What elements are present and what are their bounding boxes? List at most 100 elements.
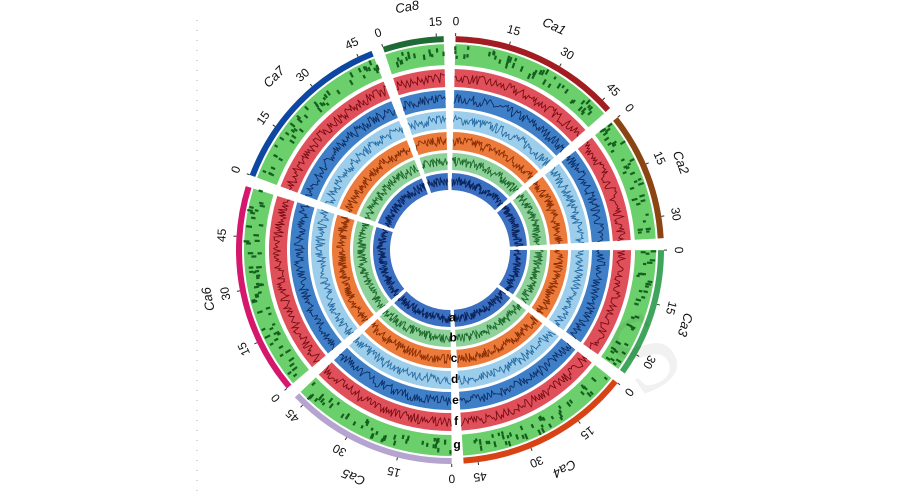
track-g-mark [289, 122, 296, 128]
tick-label: 15 [254, 108, 273, 127]
track-g-mark [292, 373, 298, 378]
track-a-signal [427, 176, 449, 188]
guide-dot [196, 120, 198, 121]
track-g-mark [645, 227, 651, 231]
track-g-mark [645, 282, 652, 286]
track-g-mark [621, 351, 627, 355]
track-g-mark [289, 362, 295, 368]
track-g-mark [321, 101, 326, 106]
track-g-mark [635, 202, 641, 206]
track-e-segment [453, 90, 570, 156]
track-f-segment [460, 351, 592, 431]
tick-mark [617, 114, 621, 118]
tick-label: 0 [373, 25, 384, 40]
track-c-signal [452, 137, 534, 180]
track-a-signal [501, 205, 524, 247]
track-c-signal [415, 136, 447, 151]
track-g-mark [287, 370, 292, 376]
tick-mark [559, 63, 562, 67]
track-g-mark [323, 93, 328, 99]
track-g-mark [586, 104, 592, 109]
guide-dot [196, 490, 198, 491]
track-g-mark [314, 397, 319, 403]
guide-dot [196, 450, 198, 451]
track-d-signal [324, 126, 404, 204]
track-g-mark [599, 128, 605, 134]
guide-dot [196, 420, 198, 421]
track-d-segment [544, 163, 589, 244]
tick-label: 30 [668, 206, 684, 222]
track-g-mark [381, 435, 386, 442]
track-g-mark [540, 427, 546, 434]
track-g-mark [271, 322, 276, 327]
track-g-mark [607, 122, 613, 128]
track-d-segment [453, 111, 554, 170]
track-g-mark [580, 110, 586, 116]
tick-label: 45 [343, 34, 361, 53]
chromosome-label: Ca5 [339, 466, 368, 489]
track-g-mark [644, 285, 649, 288]
track-g-mark [548, 423, 553, 428]
tick-mark [300, 404, 303, 408]
track-g-mark [370, 434, 375, 439]
track-d-signal [549, 166, 585, 244]
track-g-mark [590, 376, 597, 383]
tick-mark [236, 290, 241, 292]
track-g-mark [629, 186, 635, 191]
track-c-signal [532, 181, 563, 245]
track-g-mark [395, 61, 400, 68]
track-g-mark [571, 99, 576, 104]
track-g-mark [615, 340, 622, 346]
chromosome-band [382, 36, 444, 53]
track-e-signal [339, 353, 452, 406]
track-g-mark [261, 327, 266, 332]
guide-dot [196, 50, 198, 51]
guide-dot [196, 40, 198, 41]
tick-label: 30 [293, 65, 312, 85]
tick-label: 0 [228, 164, 244, 175]
track-g-mark [349, 71, 354, 78]
track-g-mark [352, 421, 357, 426]
guide-dot [196, 160, 198, 161]
track-b-signal [455, 303, 522, 343]
track-g-mark [357, 67, 362, 73]
tick-label: 0 [672, 247, 686, 254]
track-letter-f: f [454, 414, 459, 428]
track-g-mark [406, 51, 411, 58]
track-g-mark [635, 298, 642, 302]
track-g-mark [276, 332, 282, 336]
guide-dot [196, 240, 198, 241]
track-g-mark [493, 441, 497, 448]
tick-label: 15 [505, 22, 522, 39]
track-d-segment [310, 208, 358, 340]
track-e-signal [293, 204, 335, 351]
track-g-segment [601, 250, 656, 369]
tick-mark [381, 43, 384, 48]
track-g-mark [392, 440, 397, 446]
track-letter-d: d [451, 372, 458, 386]
track-g-mark [270, 166, 276, 171]
track-g-mark [367, 66, 372, 72]
track-g-mark [268, 172, 275, 177]
track-g-mark [537, 429, 542, 436]
track-g-mark [328, 402, 334, 409]
track-e-signal [453, 93, 565, 153]
track-f-signal [584, 141, 626, 242]
tick-label: 45 [282, 406, 302, 426]
track-g-segment [595, 122, 656, 240]
track-g-mark [362, 65, 367, 71]
track-f-signal [460, 356, 588, 427]
track-f-signal [396, 72, 445, 91]
track-g-mark [577, 105, 583, 112]
tick-mark [309, 83, 313, 87]
track-e-segment [290, 202, 342, 354]
track-g-mark [487, 440, 491, 445]
tick-label: 30 [558, 44, 577, 63]
track-g-mark [247, 208, 254, 213]
track-g-mark [273, 337, 279, 342]
track-a-signal [397, 295, 451, 324]
track-g-mark [255, 282, 260, 286]
tick-mark [344, 437, 348, 441]
guide-dot [196, 460, 198, 461]
chromosome-band [613, 117, 664, 239]
